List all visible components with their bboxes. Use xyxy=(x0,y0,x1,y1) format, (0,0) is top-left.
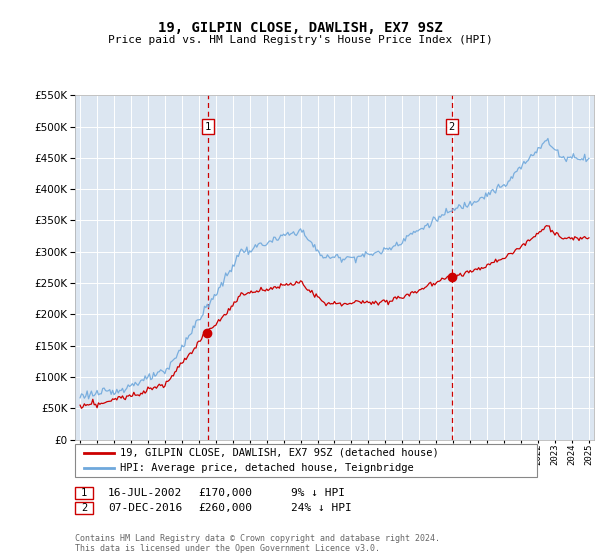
Text: 2: 2 xyxy=(449,122,455,132)
Text: Contains HM Land Registry data © Crown copyright and database right 2024.
This d: Contains HM Land Registry data © Crown c… xyxy=(75,534,440,553)
Text: 19, GILPIN CLOSE, DAWLISH, EX7 9SZ (detached house): 19, GILPIN CLOSE, DAWLISH, EX7 9SZ (deta… xyxy=(120,448,439,458)
Text: 2: 2 xyxy=(81,503,87,513)
Text: 07-DEC-2016: 07-DEC-2016 xyxy=(108,503,182,513)
Text: 1: 1 xyxy=(205,122,211,132)
Text: 1: 1 xyxy=(81,488,87,498)
Text: 24% ↓ HPI: 24% ↓ HPI xyxy=(291,503,352,513)
Text: HPI: Average price, detached house, Teignbridge: HPI: Average price, detached house, Teig… xyxy=(120,463,414,473)
Text: Price paid vs. HM Land Registry's House Price Index (HPI): Price paid vs. HM Land Registry's House … xyxy=(107,35,493,45)
Text: 19, GILPIN CLOSE, DAWLISH, EX7 9SZ: 19, GILPIN CLOSE, DAWLISH, EX7 9SZ xyxy=(158,21,442,35)
Text: 9% ↓ HPI: 9% ↓ HPI xyxy=(291,488,345,498)
Text: 16-JUL-2002: 16-JUL-2002 xyxy=(108,488,182,498)
Text: £260,000: £260,000 xyxy=(198,503,252,513)
Text: £170,000: £170,000 xyxy=(198,488,252,498)
